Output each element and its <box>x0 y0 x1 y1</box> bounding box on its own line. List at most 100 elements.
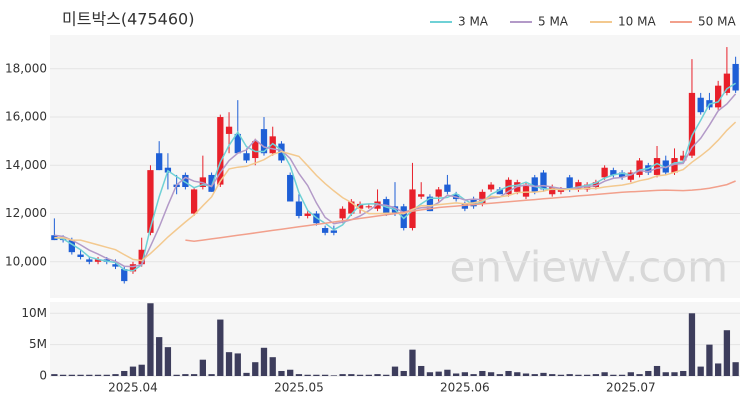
candle-body <box>77 254 84 257</box>
volume-bar <box>418 365 425 376</box>
ma-line <box>185 180 736 243</box>
volume-bar <box>287 369 294 376</box>
volume-bar <box>697 366 704 376</box>
volume-bar <box>374 374 381 376</box>
volume-bar <box>522 373 530 376</box>
candle-body <box>112 264 119 267</box>
candle-body <box>287 174 294 202</box>
volume-bar <box>199 359 206 376</box>
volume-bar <box>627 372 634 376</box>
candle-body <box>418 194 425 197</box>
volume-bar <box>348 374 355 376</box>
candle-body <box>260 129 268 154</box>
candle-body <box>540 172 547 190</box>
volume-bar <box>531 374 538 376</box>
volume-bar <box>400 370 407 376</box>
volume-bar <box>496 374 503 376</box>
volume-bar <box>269 357 276 376</box>
legend-label: 3 MA <box>458 15 489 29</box>
candle-body <box>549 187 556 195</box>
volume-bar <box>86 374 93 376</box>
candle-body <box>479 191 486 204</box>
volume-bar <box>514 372 521 376</box>
candle-body <box>435 189 442 197</box>
candle-body <box>627 172 634 180</box>
candle-body <box>225 126 233 134</box>
volume-bar <box>435 371 442 376</box>
candle-body <box>400 206 407 229</box>
x-tick-label: 2025.06 <box>440 381 490 395</box>
volume-bar <box>732 362 739 376</box>
volume-bar <box>426 372 434 376</box>
volume-bar <box>461 372 469 376</box>
candle-body <box>348 201 355 214</box>
candle-body <box>234 133 241 154</box>
x-tick-label: 2025.05 <box>274 381 324 395</box>
volume-bar <box>252 362 259 376</box>
candle-body <box>121 269 128 282</box>
volume-bar <box>557 374 565 376</box>
volume-bar <box>505 370 512 376</box>
candle-body <box>496 189 503 195</box>
volume-bar <box>575 374 582 376</box>
volume-bar <box>653 365 661 376</box>
volume-bar <box>549 374 556 376</box>
y-tick-label: 16,000 <box>5 110 47 124</box>
volume-bar <box>112 374 119 376</box>
volume-bar <box>391 366 399 376</box>
volume-bar <box>243 372 250 376</box>
x-tick-label: 2025.07 <box>606 381 656 395</box>
volume-bar <box>103 374 110 376</box>
candle-body <box>697 97 704 113</box>
volume-bar <box>129 366 137 376</box>
volume-bar <box>566 374 573 376</box>
volume-bar <box>147 303 154 376</box>
price-panel <box>50 35 740 298</box>
x-tick-label: 2025.04 <box>108 381 158 395</box>
candle-body <box>356 203 364 209</box>
candle-body <box>208 174 215 192</box>
y-tick-label: 14,000 <box>5 158 47 172</box>
candle-body <box>732 63 739 91</box>
candle-body <box>618 172 626 178</box>
volume-bar <box>173 374 180 376</box>
volume-bar <box>636 374 643 376</box>
legend-label: 5 MA <box>538 15 569 29</box>
volume-bar <box>479 370 486 376</box>
volume-bar <box>470 374 477 376</box>
candle-body <box>243 153 250 161</box>
volume-bar <box>190 374 198 376</box>
candle-body <box>444 184 451 192</box>
candle-body <box>339 208 346 219</box>
candle-body <box>610 170 617 175</box>
candle-body <box>688 92 696 156</box>
volume-bar <box>182 374 189 376</box>
volume-bar <box>304 374 311 376</box>
y-tick-label: 18,000 <box>5 61 47 75</box>
volume-bar <box>618 374 626 376</box>
volume-bar <box>452 373 460 376</box>
candle-body <box>147 170 154 233</box>
candle-body <box>365 206 372 208</box>
volume-tick-label: 10M <box>21 306 47 320</box>
volume-bar <box>365 374 372 376</box>
volume-bar <box>138 364 145 376</box>
candle-body <box>636 160 643 175</box>
legend-label: 10 MA <box>618 15 656 29</box>
volume-bar <box>278 370 285 376</box>
candle-body <box>190 189 198 214</box>
candle-body <box>680 155 687 161</box>
volume-bar <box>156 337 163 376</box>
volume-bar <box>94 374 102 376</box>
volume-bar <box>321 374 329 376</box>
candle-body <box>321 228 329 233</box>
volume-bar <box>601 372 608 376</box>
volume-bar <box>260 347 268 376</box>
volume-bar <box>208 374 215 376</box>
candle-body <box>138 249 145 265</box>
volume-bar <box>68 374 75 376</box>
candle-body <box>592 182 600 188</box>
volume-bar <box>645 370 652 376</box>
volume-bar <box>339 374 346 376</box>
